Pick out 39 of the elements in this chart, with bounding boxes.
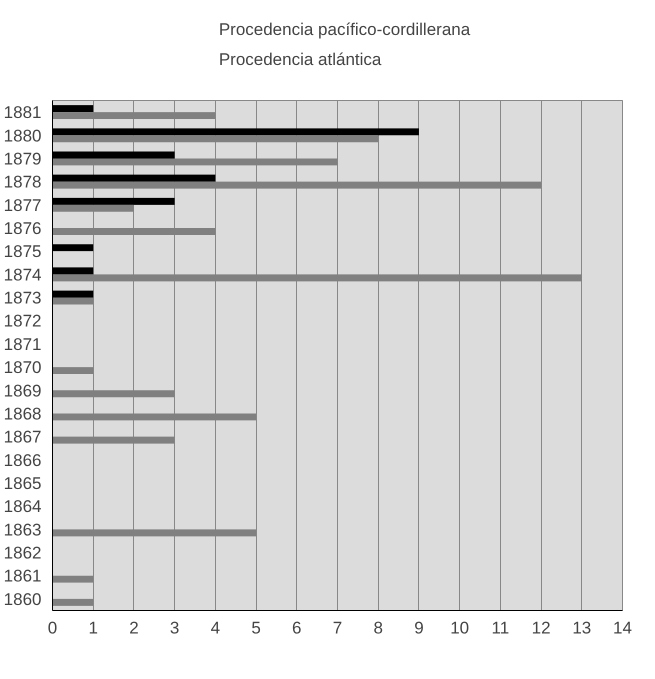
x-tick-label: 10: [450, 618, 470, 638]
y-tick-label: 1866: [4, 450, 42, 470]
y-tick-label: 1875: [4, 242, 42, 262]
x-tick-label: 14: [613, 618, 632, 638]
text: Procedencia pacífico-cordillerana: [218, 20, 470, 40]
x-tick-label: 9: [414, 618, 424, 638]
x-tick-label: 1: [88, 618, 98, 638]
y-tick-label: 1879: [4, 149, 42, 168]
text: Procedencia atlántica: [218, 50, 382, 70]
y-tick-label: 1862: [4, 544, 42, 563]
x-tick-label: 3: [170, 618, 180, 638]
y-tick-label: 1864: [4, 497, 42, 516]
x-tick-label: 13: [572, 618, 592, 638]
y-tick-label: 1860: [4, 590, 42, 609]
y-tick-label: 1871: [4, 334, 42, 354]
y-tick-label: 1874: [4, 265, 42, 284]
y-tick-label: 1869: [4, 381, 42, 400]
x-tick-label: 5: [251, 618, 261, 638]
y-tick-label: 1863: [4, 520, 42, 540]
y-tick-label: 1868: [4, 404, 42, 424]
x-tick-label: 8: [373, 618, 383, 638]
y-tick-label: 1872: [4, 312, 42, 331]
y-tick-label: 1877: [4, 196, 42, 215]
y-tick-label: 1873: [4, 288, 42, 308]
y-tick-label: 1878: [4, 172, 42, 192]
y-tick-label: 1881: [4, 103, 42, 122]
x-tick-label: 2: [129, 618, 139, 638]
y-tick-label: 1865: [4, 474, 42, 493]
y-tick-label: 1880: [4, 126, 42, 146]
y-tick-label: 1876: [4, 219, 42, 238]
y-tick-label: 1870: [4, 358, 42, 378]
y-tick-label: 1861: [4, 566, 42, 586]
x-tick-label: 7: [332, 618, 342, 638]
x-tick-label: 11: [492, 618, 510, 638]
x-tick-label: 12: [532, 618, 551, 638]
x-tick-label: 0: [48, 618, 58, 638]
x-tick-label: 6: [292, 618, 302, 638]
x-tick-label: 4: [210, 618, 220, 638]
y-tick-label: 1867: [4, 428, 42, 447]
